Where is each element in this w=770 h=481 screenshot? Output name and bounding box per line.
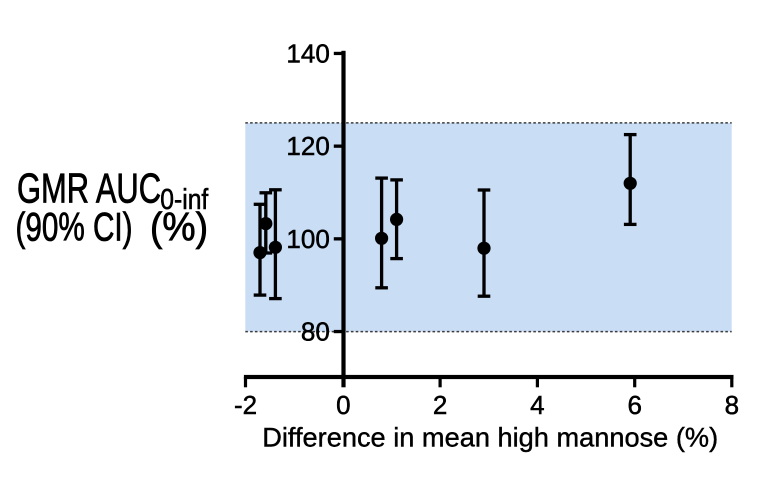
svg-text:2: 2	[433, 390, 447, 420]
svg-text:Difference in mean high mannos: Difference in mean high mannose (%)	[262, 422, 718, 453]
svg-text:4: 4	[530, 390, 544, 420]
svg-text:140: 140	[286, 38, 329, 68]
svg-text:0: 0	[336, 390, 350, 420]
svg-text:120: 120	[286, 131, 329, 161]
svg-text:(%): (%)	[150, 206, 208, 250]
svg-text:8: 8	[725, 390, 739, 420]
svg-text:6: 6	[627, 390, 641, 420]
svg-text:100: 100	[286, 224, 329, 254]
svg-text:0-inf: 0-inf	[160, 184, 209, 216]
svg-text:80: 80	[301, 317, 330, 347]
svg-text:-2: -2	[234, 390, 257, 420]
svg-text:GMR AUC: GMR AUC	[17, 165, 161, 212]
svg-text:(90% CI): (90% CI)	[16, 206, 133, 250]
